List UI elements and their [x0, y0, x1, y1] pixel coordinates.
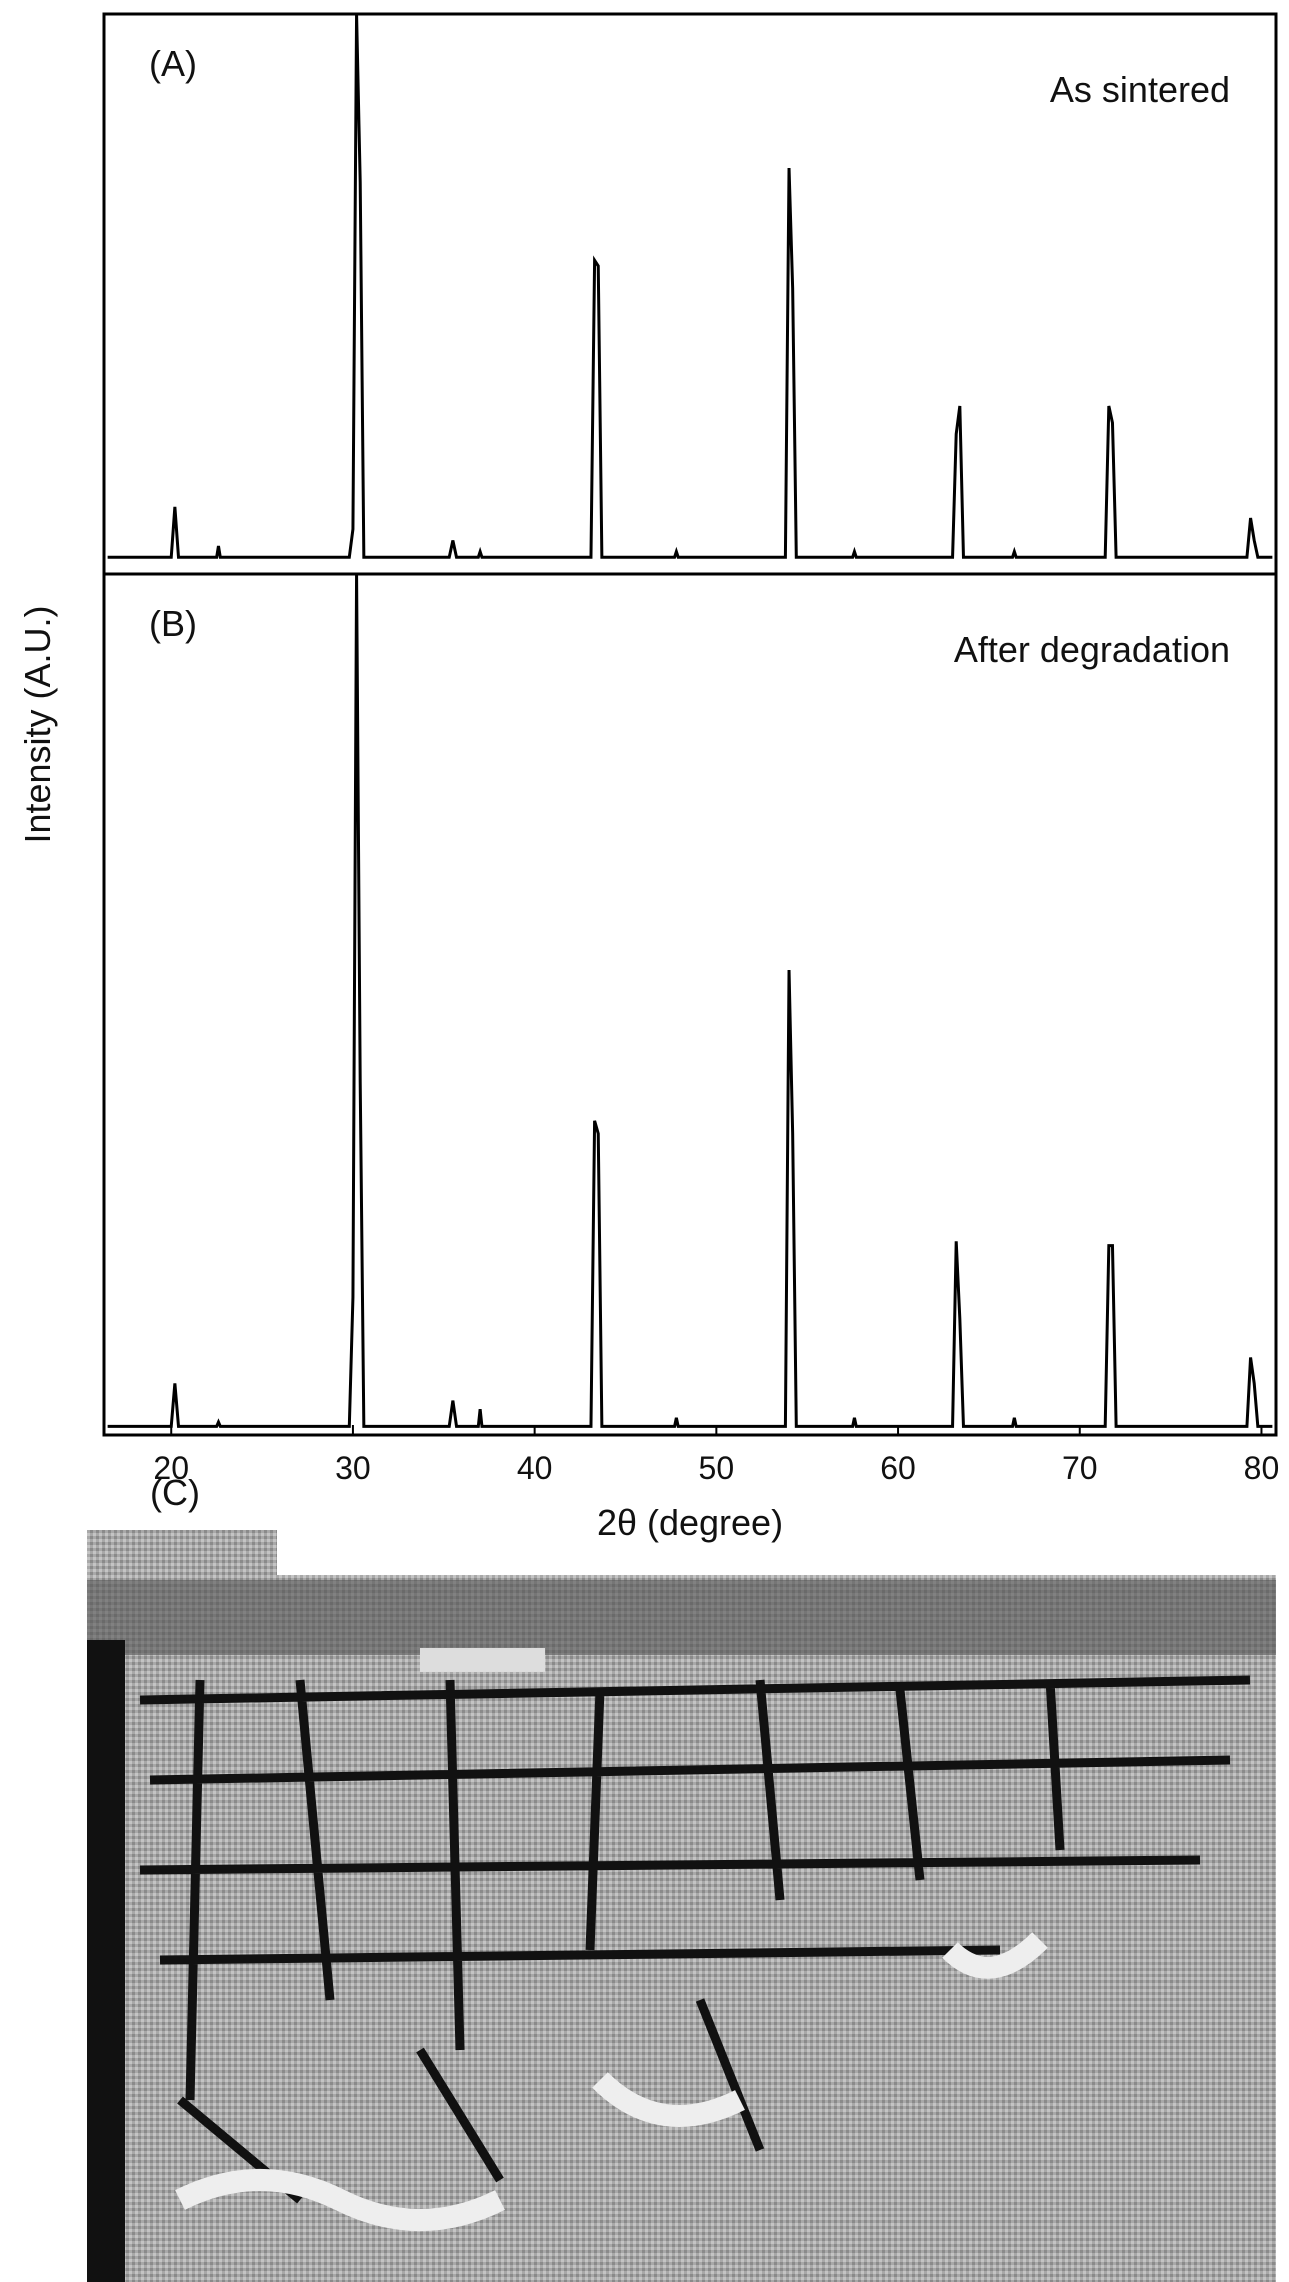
x-axis-label: 2θ (degree): [597, 1502, 783, 1543]
bright-grains: [175, 1932, 1048, 2231]
x-tick-label: 20: [153, 1450, 189, 1486]
x-tick-label: 40: [517, 1450, 553, 1486]
left-edge: [87, 1640, 125, 2282]
plot-frame: [102, 572, 1278, 1437]
panel-label: (A): [149, 43, 197, 84]
panel-label: (B): [149, 603, 197, 644]
x-tick-label: 60: [880, 1450, 916, 1486]
dark-band: [87, 1580, 1276, 1655]
annotation: As sintered: [1050, 69, 1230, 110]
panel-label: (C): [150, 1472, 200, 1513]
annotation: After degradation: [954, 629, 1230, 670]
x-tick-label: 30: [335, 1450, 371, 1486]
xrd-pattern: [107, 573, 1273, 1428]
y-axis-label: Intensity (A.U.): [17, 605, 58, 843]
x-tick-label: 50: [699, 1450, 735, 1486]
micrograph: (C): [87, 1472, 1276, 2282]
grain-boundaries: [139, 1675, 1251, 2204]
xrd-pattern: [107, 13, 1273, 559]
scale-bar: [420, 1648, 545, 1672]
x-tick-label: 80: [1244, 1450, 1280, 1486]
image-tab: [87, 1530, 277, 1580]
x-tick-label: 70: [1062, 1450, 1098, 1486]
